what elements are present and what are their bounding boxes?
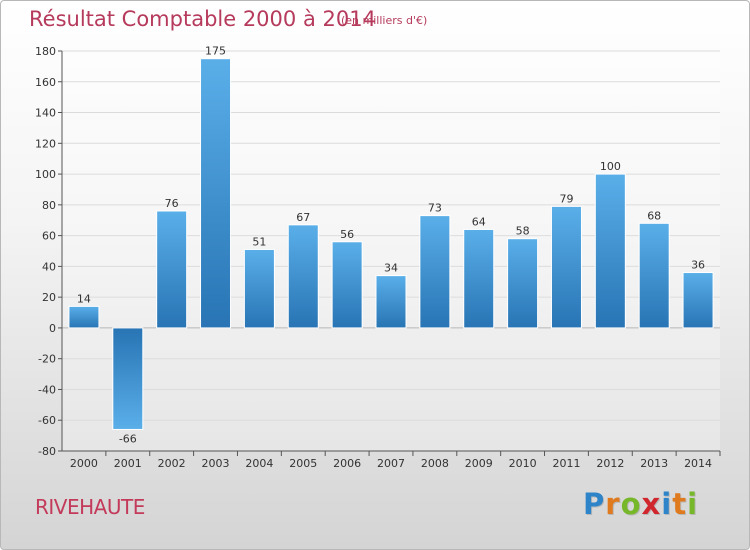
- data-label: 68: [647, 209, 661, 222]
- axes: -80 -60 -40 -20 0 20 40 60 80 100 120 140 160 180 2000…: [35, 45, 721, 470]
- data-label: 36: [691, 259, 705, 272]
- x-tick-label: 2010: [509, 457, 537, 470]
- y-tick-label: 80: [42, 199, 56, 212]
- data-label: 73: [428, 202, 442, 215]
- y-tick-label: -20: [38, 353, 56, 366]
- x-tick-label: 2005: [289, 457, 317, 470]
- y-tick-label: 180: [35, 45, 56, 58]
- bar-2008: [419, 215, 451, 329]
- data-label: 34: [384, 262, 398, 275]
- bar-2010: [507, 238, 539, 329]
- x-tick-label: 2007: [377, 457, 405, 470]
- x-tick-label: 2006: [333, 457, 361, 470]
- x-tick-label: 2009: [465, 457, 493, 470]
- x-tick-label: 2002: [158, 457, 186, 470]
- logo-letter: i: [661, 487, 673, 521]
- x-tick-label: 2000: [70, 457, 98, 470]
- y-tick-label: -60: [38, 414, 56, 427]
- place-name: RIVEHAUTE: [35, 495, 145, 519]
- bar-2005: [287, 224, 319, 329]
- x-tick-label: 2013: [640, 457, 668, 470]
- data-label: 79: [559, 192, 573, 205]
- chart-subtitle: (en milliers d'€): [341, 14, 428, 27]
- x-tick-label: 2012: [596, 457, 624, 470]
- logo-letter: r: [605, 487, 621, 521]
- logo-letter: P: [583, 487, 606, 521]
- y-tick-label: 120: [35, 137, 56, 150]
- logo-letter: o: [620, 487, 642, 521]
- bar-2012: [594, 173, 626, 329]
- y-tick-label: -80: [38, 445, 56, 458]
- bar-2003: [200, 58, 232, 329]
- y-tick-label: 140: [35, 107, 56, 120]
- y-tick-label: 0: [49, 322, 56, 335]
- bar-2002: [156, 210, 188, 329]
- data-label: 175: [205, 45, 226, 58]
- proxiti-logo: Proxiti: [583, 487, 698, 521]
- x-tick-label: 2003: [202, 457, 230, 470]
- x-tick-label: 2001: [114, 457, 142, 470]
- x-tick-label: 2004: [245, 457, 273, 470]
- data-label: 56: [340, 228, 354, 241]
- x-tick-label: 2014: [684, 457, 712, 470]
- y-tick-label: 20: [42, 291, 56, 304]
- logo-letter: t: [672, 487, 688, 521]
- bar-2004: [243, 248, 275, 329]
- logo-letter: i: [687, 487, 699, 521]
- y-tick-label: 40: [42, 260, 56, 273]
- y-tick-label: 100: [35, 168, 56, 181]
- data-label: 51: [252, 235, 266, 248]
- data-label: -66: [119, 432, 137, 445]
- data-label: 67: [296, 211, 310, 224]
- logo-letter: x: [641, 487, 662, 521]
- bar-2001: [112, 327, 144, 430]
- y-tick-label: 60: [42, 230, 56, 243]
- y-tick-label: 160: [35, 76, 56, 89]
- bar-2014: [682, 272, 714, 329]
- data-label: 100: [600, 160, 621, 173]
- data-label: 58: [516, 225, 530, 238]
- bar-2006: [331, 241, 363, 329]
- bar-2013: [638, 222, 670, 329]
- data-labels: 14 -66 76 175 51 67 56 34 73 64 58 79 100 68 36: [77, 45, 705, 446]
- chart-title: Résultat Comptable 2000 à 2014: [29, 7, 376, 31]
- x-tick-label: 2008: [421, 457, 449, 470]
- data-label: 64: [472, 215, 486, 228]
- bars: [68, 58, 714, 430]
- x-tick-label: 2011: [552, 457, 580, 470]
- y-tick-label: -40: [38, 383, 56, 396]
- bar-2011: [550, 205, 582, 329]
- bar-2000: [68, 305, 100, 329]
- bar-2009: [463, 228, 495, 329]
- bar-2007: [375, 275, 407, 329]
- data-label: 14: [77, 292, 91, 305]
- data-label: 76: [165, 197, 179, 210]
